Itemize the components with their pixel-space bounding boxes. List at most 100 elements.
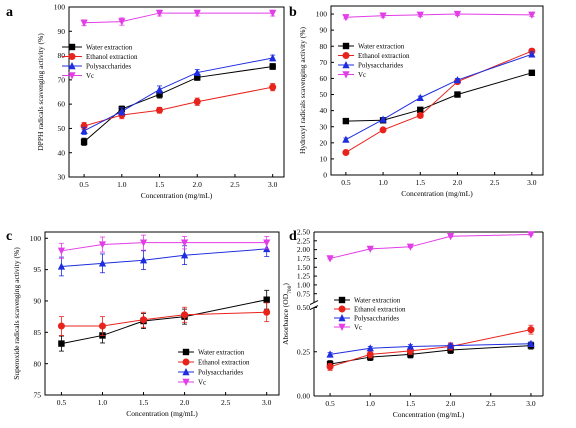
y-tick-label: 100: [316, 10, 328, 19]
legend-label: Vc: [354, 323, 362, 331]
panel-letter: c: [6, 229, 12, 244]
legend-marker: [338, 323, 346, 331]
x-tick-label: 3.0: [262, 398, 272, 407]
legend-label: Polysaccharides: [198, 368, 243, 376]
panel-letter: d: [289, 229, 297, 244]
y-tick-label: 1.50: [297, 263, 310, 272]
data-point: [155, 9, 164, 18]
series-line: [61, 242, 267, 252]
legend-label: Ethanol extraction: [86, 53, 138, 61]
x-axis-label: Concentration (mg/mL): [393, 410, 465, 419]
x-tick-label: 1.0: [98, 398, 108, 407]
x-tick-label: 1.5: [416, 178, 426, 187]
y-axis-label-subscript: 700: [287, 285, 293, 294]
x-axis-label: Concentration (mg/mL): [401, 189, 473, 198]
x-tick-label: 3.0: [268, 180, 278, 189]
x-tick-label: 0.5: [341, 178, 351, 187]
data-point: [80, 19, 88, 27]
data-point: [80, 138, 88, 145]
legend-marker: [342, 61, 350, 69]
y-tick-label: 0.75: [297, 289, 310, 298]
y-tick-label: 30: [320, 122, 328, 131]
series-polysaccharides: [342, 50, 536, 143]
data-point: [366, 344, 374, 352]
series-water-extraction: [342, 69, 536, 125]
x-tick-label: 2.5: [490, 178, 500, 187]
data-point: [269, 63, 276, 70]
data-point: [57, 262, 66, 270]
legend-label: Polysaccharides: [358, 61, 403, 69]
legend-marker: [68, 72, 76, 80]
legend-marker: [182, 348, 190, 356]
series-polysaccharides: [326, 339, 535, 358]
series-vc: [326, 231, 535, 263]
y-tick-label: 80: [58, 51, 66, 60]
data-point: [263, 308, 271, 316]
legend-marker: [68, 62, 76, 70]
legend-label: Vc: [198, 378, 206, 386]
data-point: [342, 117, 350, 125]
data-point: [180, 251, 189, 259]
y-tick-label: 2.50: [297, 228, 310, 237]
series-line: [83, 86, 273, 127]
chart-panel-d: 0.5 1.0 1.5 2.0 2.5 3.00.000.250.500.751.001.…: [281, 228, 544, 419]
series-ethanol-extraction: [326, 324, 535, 371]
data-point: [342, 148, 350, 156]
y-tick-label: 20: [320, 138, 328, 147]
data-point: [379, 12, 387, 20]
y-axis-label-text: Hydroxyl radicals scavenging activity (%…: [298, 26, 307, 154]
legend-label: Polysaccharides: [354, 314, 399, 322]
x-tick-label: 2.5: [230, 180, 240, 189]
y-tick-label: 95: [34, 265, 42, 274]
data-point: [326, 350, 334, 358]
x-tick-label: 2.0: [180, 398, 190, 407]
data-point: [263, 296, 270, 303]
data-point: [155, 85, 164, 93]
legend-label: Ethanol extraction: [198, 358, 250, 366]
data-point: [98, 241, 107, 249]
y-tick-label: 75: [34, 391, 42, 400]
x-tick-label: 2.5: [221, 398, 231, 407]
data-point: [118, 18, 126, 26]
series-vc: [57, 234, 271, 259]
y-tick-label: 60: [58, 100, 66, 109]
plot-frame: [44, 231, 280, 396]
data-point: [57, 247, 66, 255]
legend-marker: [182, 368, 190, 376]
data-point: [416, 111, 424, 119]
data-point: [416, 93, 424, 101]
data-point: [98, 259, 107, 267]
legend-label: Vc: [86, 72, 94, 80]
y-tick-label: 0: [323, 171, 327, 180]
series-line: [345, 13, 532, 18]
legend-marker: [338, 296, 346, 304]
y-tick-label: 70: [58, 75, 66, 84]
y-tick-label: 50: [320, 90, 328, 99]
legend-marker: [342, 42, 350, 50]
data-point: [98, 322, 106, 330]
chart-panel-c: 0.5 1.0 1.5 2.0 2.5 3.0 75 80 85 90 95 100 Concentra…: [6, 229, 280, 418]
legend: Water extraction Ethanol extraction Polysa…: [178, 348, 250, 386]
series-ethanol-extraction: [57, 302, 271, 336]
y-axis-label-text: Absorbance (OD: [281, 293, 290, 345]
data-point: [181, 311, 189, 319]
data-point: [139, 256, 148, 264]
legend-label: Water extraction: [354, 296, 401, 304]
data-point: [58, 340, 65, 347]
legend-marker: [338, 305, 346, 313]
legend-label: Water extraction: [358, 42, 405, 50]
x-tick-label: 1.0: [117, 180, 127, 189]
y-axis-label: Superoxide radicals scavenging activity …: [12, 247, 21, 380]
data-point: [118, 107, 126, 115]
y-tick-label: 40: [58, 148, 66, 157]
data-point: [454, 91, 461, 98]
data-point: [453, 76, 462, 84]
legend-label: Ethanol extraction: [354, 305, 406, 313]
data-point: [140, 316, 148, 324]
data-point: [528, 50, 536, 58]
data-point: [366, 245, 374, 253]
y-tick-label: 100: [54, 3, 66, 12]
data-point: [80, 126, 88, 135]
y-tick-label: 60: [320, 74, 328, 83]
series-polysaccharides: [80, 54, 277, 135]
